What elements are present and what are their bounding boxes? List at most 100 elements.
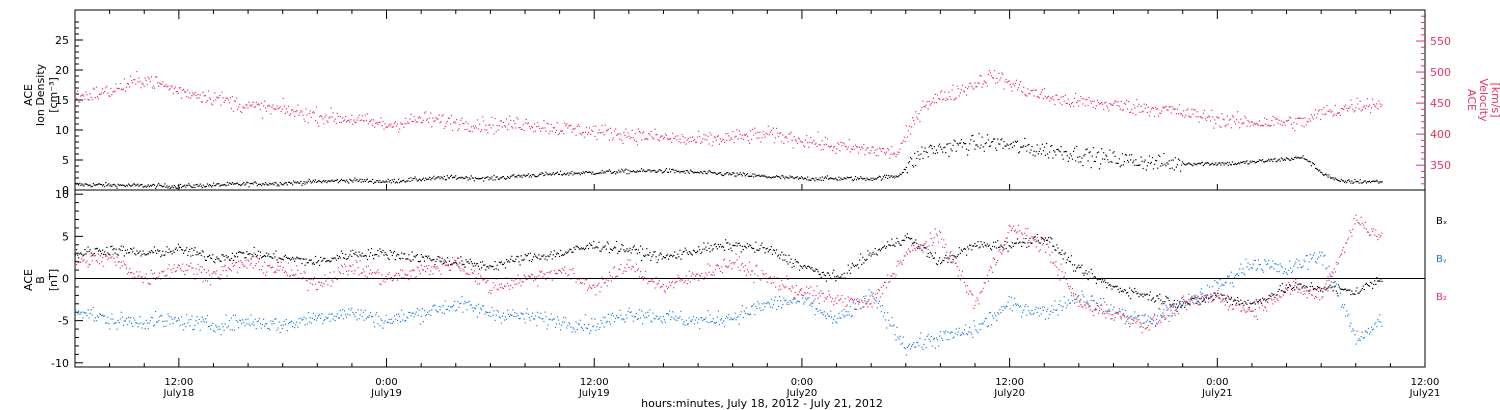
velocity-point	[1163, 107, 1165, 109]
bx-point	[476, 263, 479, 265]
velocity-point	[872, 146, 874, 149]
bx-point	[833, 269, 835, 271]
density-point	[485, 177, 487, 179]
density-point	[159, 184, 161, 186]
density-point	[902, 171, 904, 174]
velocity-point	[827, 145, 830, 147]
density-point	[423, 179, 426, 182]
density-point	[550, 174, 552, 176]
bx-point	[650, 259, 652, 261]
density-point	[416, 180, 418, 182]
bx-point	[1059, 252, 1061, 254]
density-point	[231, 182, 233, 184]
by-point	[1059, 300, 1061, 302]
bx-point	[445, 261, 447, 263]
bx-point	[287, 257, 290, 259]
bx-point	[366, 259, 368, 261]
by-point	[321, 313, 323, 315]
bx-point	[698, 246, 700, 248]
density-point	[172, 187, 174, 189]
bx-point	[184, 250, 186, 252]
velocity-point	[1025, 94, 1027, 97]
density-point	[527, 173, 529, 175]
bx-point	[781, 251, 783, 253]
bx-point	[190, 255, 192, 257]
bx-point	[467, 261, 469, 263]
by-point	[603, 326, 605, 328]
density-point	[895, 175, 897, 177]
bx-point	[1381, 280, 1383, 282]
density-point	[836, 179, 838, 181]
velocity-point	[234, 100, 237, 102]
bx-point	[904, 235, 906, 237]
density-point	[911, 158, 913, 160]
density-point	[471, 177, 473, 179]
velocity-point	[1211, 109, 1213, 111]
velocity-point	[764, 136, 766, 138]
bx-point	[765, 248, 767, 250]
density-point	[495, 176, 497, 178]
velocity-point	[553, 127, 555, 129]
density-point	[827, 178, 830, 180]
by-point	[1028, 310, 1030, 312]
by-point	[591, 318, 593, 320]
density-point	[1209, 164, 1211, 166]
velocity-point	[1370, 112, 1372, 114]
bx-point	[1362, 285, 1364, 287]
bx-point	[1200, 297, 1202, 299]
by-point	[874, 293, 876, 295]
density-point	[150, 185, 152, 187]
bx-point	[116, 253, 118, 255]
density-point	[1056, 148, 1058, 151]
by-point	[500, 322, 502, 324]
velocity-point	[1302, 117, 1304, 119]
by-point	[547, 324, 549, 326]
bx-point	[846, 272, 848, 274]
bx-point	[1169, 303, 1171, 306]
by-point	[564, 321, 566, 323]
by-point	[474, 308, 476, 310]
bx-point	[443, 262, 445, 264]
velocity-point	[741, 134, 743, 136]
top-right-tick-label: 500	[1430, 66, 1451, 79]
bx-point	[491, 266, 493, 268]
density-point	[195, 184, 197, 186]
bx-point	[747, 246, 750, 248]
velocity-point	[1275, 118, 1277, 120]
bx-point	[1309, 285, 1311, 288]
density-point	[1001, 138, 1003, 140]
velocity-point	[672, 132, 674, 134]
velocity-point	[236, 97, 238, 99]
bx-point	[722, 245, 724, 247]
bx-point	[1256, 301, 1258, 303]
density-point	[555, 172, 557, 174]
density-point	[1029, 152, 1031, 154]
bx-point	[1301, 287, 1303, 289]
velocity-point	[299, 112, 301, 114]
velocity-point	[439, 122, 441, 124]
velocity-point	[1354, 109, 1356, 112]
velocity-point	[88, 99, 90, 101]
velocity-point	[1241, 123, 1243, 125]
density-point	[737, 174, 739, 176]
bx-point	[192, 254, 194, 256]
by-point	[130, 317, 132, 319]
bx-point	[891, 238, 893, 240]
density-point	[600, 172, 602, 174]
bx-point	[1368, 285, 1371, 287]
by-point	[186, 314, 188, 316]
by-point	[999, 309, 1001, 311]
velocity-point	[1279, 123, 1281, 125]
bx-point	[248, 253, 250, 255]
velocity-point	[783, 142, 785, 145]
velocity-point	[80, 95, 82, 97]
by-point	[1082, 294, 1084, 296]
by-point	[234, 314, 237, 316]
by-point	[712, 318, 714, 320]
density-point	[767, 176, 769, 178]
density-point	[120, 184, 122, 186]
density-point	[831, 177, 833, 180]
by-point	[766, 302, 768, 304]
velocity-point	[476, 119, 479, 121]
by-point	[158, 320, 160, 322]
